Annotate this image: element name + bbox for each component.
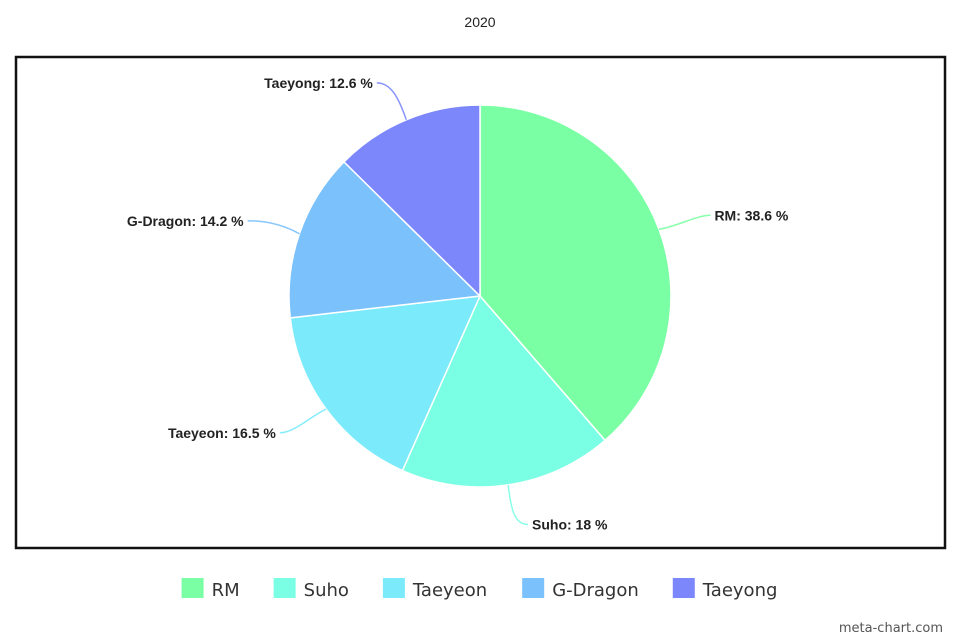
label-connectors	[247, 82, 711, 526]
pie-slice-suho	[401, 294, 607, 488]
legend-label: Taeyong	[702, 580, 778, 601]
pie-slices	[288, 104, 672, 488]
data-label: G-Dragon: 14.2 %	[127, 213, 244, 229]
legend-swatch	[522, 578, 545, 598]
pie-slice-rm	[479, 104, 672, 442]
data-label: Taeyong: 12.6 %	[264, 75, 373, 91]
legend: RM Suho Taeyeon G-Dragon Taeyong	[181, 578, 778, 601]
label-connector	[658, 214, 711, 231]
legend-swatch	[181, 578, 204, 598]
legend-swatch	[382, 578, 405, 598]
label-connector	[279, 408, 327, 434]
chart-title: 2020	[464, 14, 495, 30]
legend-item-rm[interactable]: RM	[181, 578, 240, 601]
watermark: meta-chart.com	[839, 621, 943, 636]
pie-slice-taeyeon	[289, 295, 482, 472]
label-connector	[247, 220, 300, 235]
legend-label: RM	[212, 580, 240, 601]
data-label: RM: 38.6 %	[714, 207, 788, 223]
label-connector	[507, 484, 529, 526]
legend-swatch	[273, 578, 296, 598]
legend-item-suho[interactable]: Suho	[273, 578, 349, 601]
legend-label: G-Dragon	[552, 580, 639, 601]
legend-label: Suho	[304, 580, 349, 601]
legend-item-g-dragon[interactable]: G-Dragon	[522, 578, 639, 601]
legend-swatch	[672, 578, 695, 598]
data-label: Suho: 18 %	[532, 516, 608, 532]
legend-item-taeyong[interactable]: Taeyong	[672, 578, 778, 601]
pie-slice-g-dragon	[288, 160, 482, 319]
legend-item-taeyeon[interactable]: Taeyeon	[382, 578, 487, 601]
legend-label: Taeyeon	[412, 580, 487, 601]
data-labels: RM: 38.6 % Suho: 18 % Taeyeon: 16.5 % G-Dra…	[127, 75, 789, 533]
pie-slice-taeyong	[342, 104, 481, 298]
label-connector	[376, 82, 407, 121]
data-label: Taeyeon: 16.5 %	[168, 425, 276, 441]
